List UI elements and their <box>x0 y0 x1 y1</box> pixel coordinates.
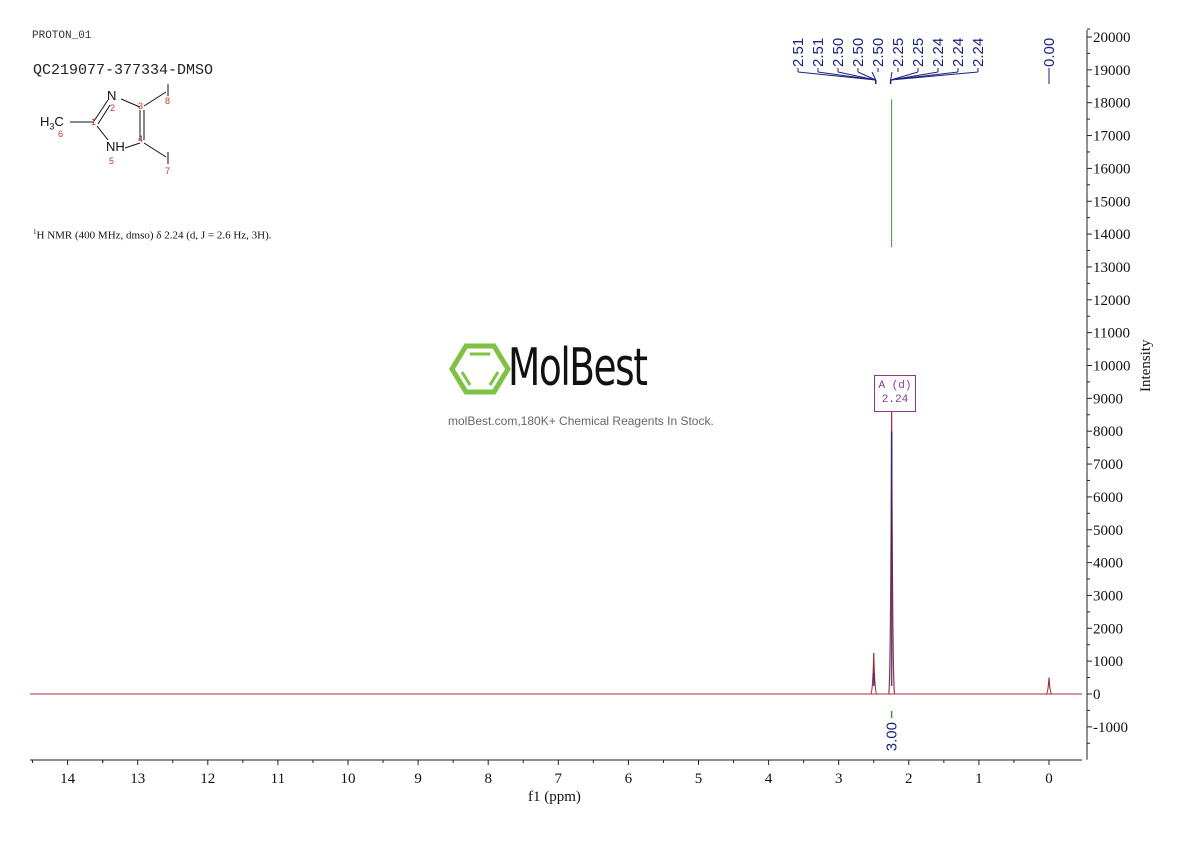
atom-number-3: 3 <box>138 101 144 111</box>
atom-number-7: 7 <box>165 166 171 176</box>
sample-id: QC219077-377334-DMSO <box>33 62 214 79</box>
y-tick-label: 3000 <box>1093 588 1123 604</box>
x-tick-label: 11 <box>271 771 285 787</box>
y-tick-label: 7000 <box>1093 457 1123 473</box>
peak-annotation-box: A (d) 2.24 <box>874 375 916 412</box>
x-tick-label: 9 <box>414 771 422 787</box>
y-tick-label: 19000 <box>1093 63 1131 79</box>
atom-number-1: 1 <box>91 117 97 127</box>
x-tick-label: 10 <box>341 771 356 787</box>
y-axis: 2000019000180001700016000150001400013000… <box>1086 28 1131 760</box>
x-tick-label: 7 <box>555 771 563 787</box>
peak-label: 2.24 <box>950 38 967 67</box>
y-tick-label: 14000 <box>1093 227 1131 243</box>
y-tick-label: 11000 <box>1093 326 1130 342</box>
y-tick-label: 8000 <box>1093 424 1123 440</box>
y-tick-label: 13000 <box>1093 260 1131 276</box>
y-tick-label: 1000 <box>1093 654 1123 670</box>
y-tick-label: -1000 <box>1093 720 1128 736</box>
atom-number-6: 6 <box>58 129 64 139</box>
spectrum-trace <box>30 404 1082 695</box>
y-tick-label: 16000 <box>1093 161 1131 177</box>
y-tick-label: 20000 <box>1093 30 1131 46</box>
peak-label: 2.50 <box>830 38 847 67</box>
methyl-group-label: H3CH3C <box>40 114 64 132</box>
nmr-description: 1H NMR (400 MHz, dmso) δ 2.24 (d, J = 2.… <box>33 228 272 242</box>
x-axis: 14 13 12 11 10 9 8 7 6 5 4 3 2 1 0 <box>30 759 1082 787</box>
peak-label: 2.50 <box>850 38 867 67</box>
atom-number-2: 2 <box>110 103 116 113</box>
x-tick-label: 8 <box>484 771 492 787</box>
molbest-tagline: molBest.com,180K+ Chemical Reagents In S… <box>448 414 714 428</box>
x-tick-label: 4 <box>765 771 773 787</box>
y-tick-label: 18000 <box>1093 96 1131 112</box>
atom-number-5: 5 <box>109 156 115 166</box>
peak-label: 2.51 <box>790 38 807 67</box>
integration-value: 3.00 <box>884 722 901 751</box>
peak-label-tms: 0.00 <box>1041 38 1058 67</box>
peak-label: 2.24 <box>930 38 947 67</box>
x-tick-label: 2 <box>905 771 913 787</box>
y-axis-label: Intensity <box>1138 339 1154 393</box>
peak-label: 2.50 <box>870 38 887 67</box>
atom-number-8: 8 <box>165 96 171 106</box>
y-tick-label: 12000 <box>1093 293 1131 309</box>
molecule-structure <box>70 84 169 164</box>
x-tick-label: 14 <box>60 771 76 787</box>
x-tick-label: 13 <box>130 771 145 787</box>
molbest-brand: MolBest <box>508 338 648 398</box>
y-tick-label: 0 <box>1093 687 1101 703</box>
y-tick-label: 9000 <box>1093 391 1123 407</box>
x-tick-label: 0 <box>1045 771 1053 787</box>
y-tick-label: 15000 <box>1093 194 1131 210</box>
peak-labels: 2.51 2.51 2.50 2.50 2.50 2.25 2.25 2.24 2.24 2.24… <box>790 38 1058 84</box>
peak-label: 2.24 <box>970 38 987 67</box>
x-tick-label: 12 <box>200 771 215 787</box>
molbest-logo-icon <box>449 343 511 395</box>
x-tick-label: 3 <box>835 771 843 787</box>
x-tick-label: 1 <box>975 771 983 787</box>
x-axis-label: f1 (ppm) <box>528 789 581 805</box>
x-tick-label: 5 <box>695 771 703 787</box>
atom-nh: NH <box>106 139 125 154</box>
atom-n: N <box>107 88 117 103</box>
y-tick-label: 4000 <box>1093 556 1123 572</box>
x-tick-label: 6 <box>625 771 633 787</box>
y-tick-label: 17000 <box>1093 129 1131 145</box>
y-tick-label: 10000 <box>1093 359 1131 375</box>
atom-number-4: 4 <box>138 134 144 144</box>
peak-label: 2.25 <box>890 38 907 67</box>
peak-label: 2.51 <box>810 38 827 67</box>
peak-label: 2.25 <box>910 38 927 67</box>
y-tick-label: 5000 <box>1093 523 1123 539</box>
experiment-name: PROTON_01 <box>32 30 92 42</box>
integral-curve: 3.00 <box>884 99 901 751</box>
y-tick-label: 6000 <box>1093 490 1123 506</box>
y-tick-label: 2000 <box>1093 621 1123 637</box>
